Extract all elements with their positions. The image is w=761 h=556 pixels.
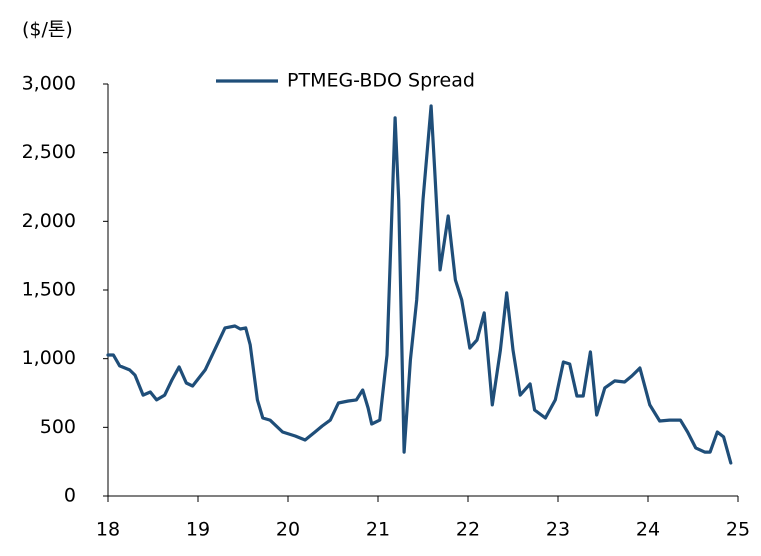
y-tick-label: 3,000	[22, 73, 76, 95]
x-tick-label: 21	[366, 519, 390, 541]
x-tick-label: 18	[96, 519, 120, 541]
y-tick-label: 2,000	[22, 210, 76, 232]
line-series	[106, 104, 733, 465]
x-tick-label: 20	[276, 519, 300, 541]
x-tick-label: 19	[186, 519, 210, 541]
y-axis-label: ($/톤)	[22, 19, 73, 41]
x-tick-label: 22	[456, 519, 480, 541]
y-tick-label: 0	[64, 485, 76, 507]
y-tick-label: 1,000	[22, 347, 76, 369]
legend-label: PTMEG-BDO Spread	[287, 70, 475, 92]
y-tick-label: 1,500	[22, 279, 76, 301]
x-tick-label: 24	[636, 519, 660, 541]
y-tick-label: 500	[40, 416, 76, 438]
y-tick-label: 2,500	[22, 141, 76, 163]
x-tick-label: 23	[546, 519, 570, 541]
x-tick-label: 25	[726, 519, 750, 541]
